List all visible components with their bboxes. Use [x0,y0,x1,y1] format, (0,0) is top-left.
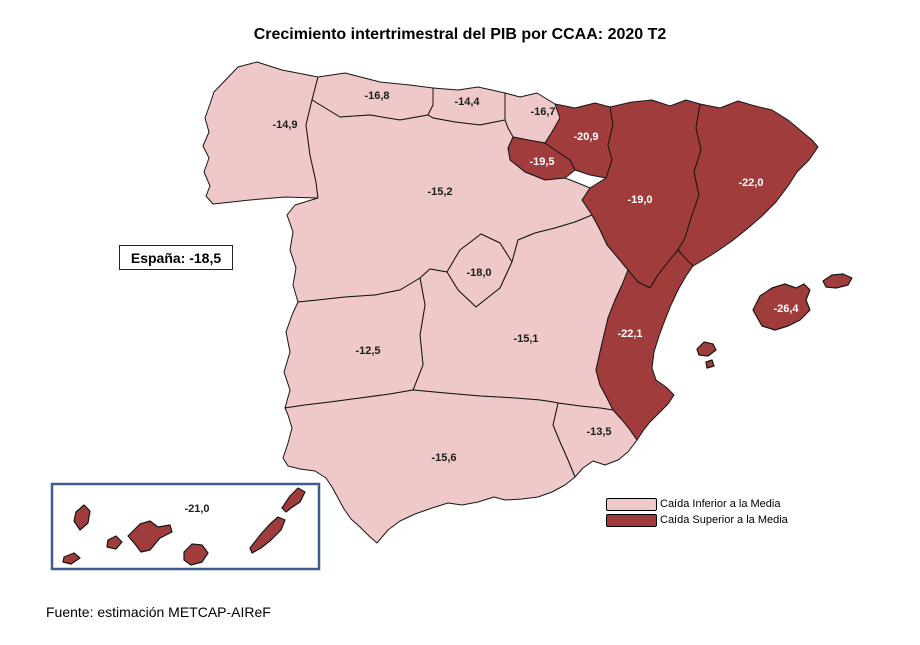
label-andalucia: -15,6 [431,452,456,464]
label-aragon: -19,0 [627,194,652,206]
region-galicia [202,61,319,205]
legend-label-superior: Caída Superior a la Media [660,514,788,526]
region-andalucia [282,389,576,544]
label-castilla-y-leon: -15,2 [427,186,452,198]
region-baleares [696,273,853,369]
island-mallorca [752,283,811,331]
chart-title: Crecimiento intertrimestral del PIB por … [253,26,667,43]
label-valencia: -22,1 [617,328,642,340]
label-la-rioja: -19,5 [529,156,554,168]
label-asturias: -16,8 [364,90,389,102]
label-murcia: -13,5 [586,426,611,438]
island-gran-canaria [183,543,209,566]
island-menorca [822,273,853,289]
region-navarra [544,102,614,179]
label-cataluna: -22,0 [738,177,763,189]
legend-label-inferior: Caída Inferior a la Media [660,498,781,510]
label-galicia: -14,9 [272,119,297,131]
source-note: Fuente: estimación METCAP-AIReF [46,604,271,620]
island-formentera [705,359,715,369]
island-la-gomera [106,535,123,550]
legend-swatch-superior [606,513,657,527]
island-tenerife [127,520,173,553]
label-extremadura: -12,5 [355,345,380,357]
legend-item-inferior: Caída Inferior a la Media [606,496,788,512]
legend-item-superior: Caída Superior a la Media [606,512,788,528]
island-el-hierro [62,552,81,565]
label-baleares: -26,4 [773,303,799,315]
island-lanzarote [281,487,306,513]
label-canarias: -21,0 [184,503,209,515]
map-legend: Caída Inferior a la Media Caída Superior… [606,496,788,528]
island-la-palma [73,504,91,531]
region-murcia [552,402,638,478]
label-navarra: -20,9 [573,131,598,143]
label-madrid: -18,0 [466,267,491,279]
label-pais-vasco: -16,7 [530,106,555,118]
region-cataluna [677,100,819,267]
island-fuerteventura [249,516,286,554]
espana-average-label: España: -18,5 [130,249,222,266]
legend-swatch-inferior [606,497,657,511]
island-ibiza [696,341,717,357]
espana-average-box: España: -18,5 [119,245,233,270]
label-castilla-la-mancha: -15,1 [513,333,538,345]
label-cantabria: -14,4 [454,96,480,108]
canarias-inset [50,482,321,571]
